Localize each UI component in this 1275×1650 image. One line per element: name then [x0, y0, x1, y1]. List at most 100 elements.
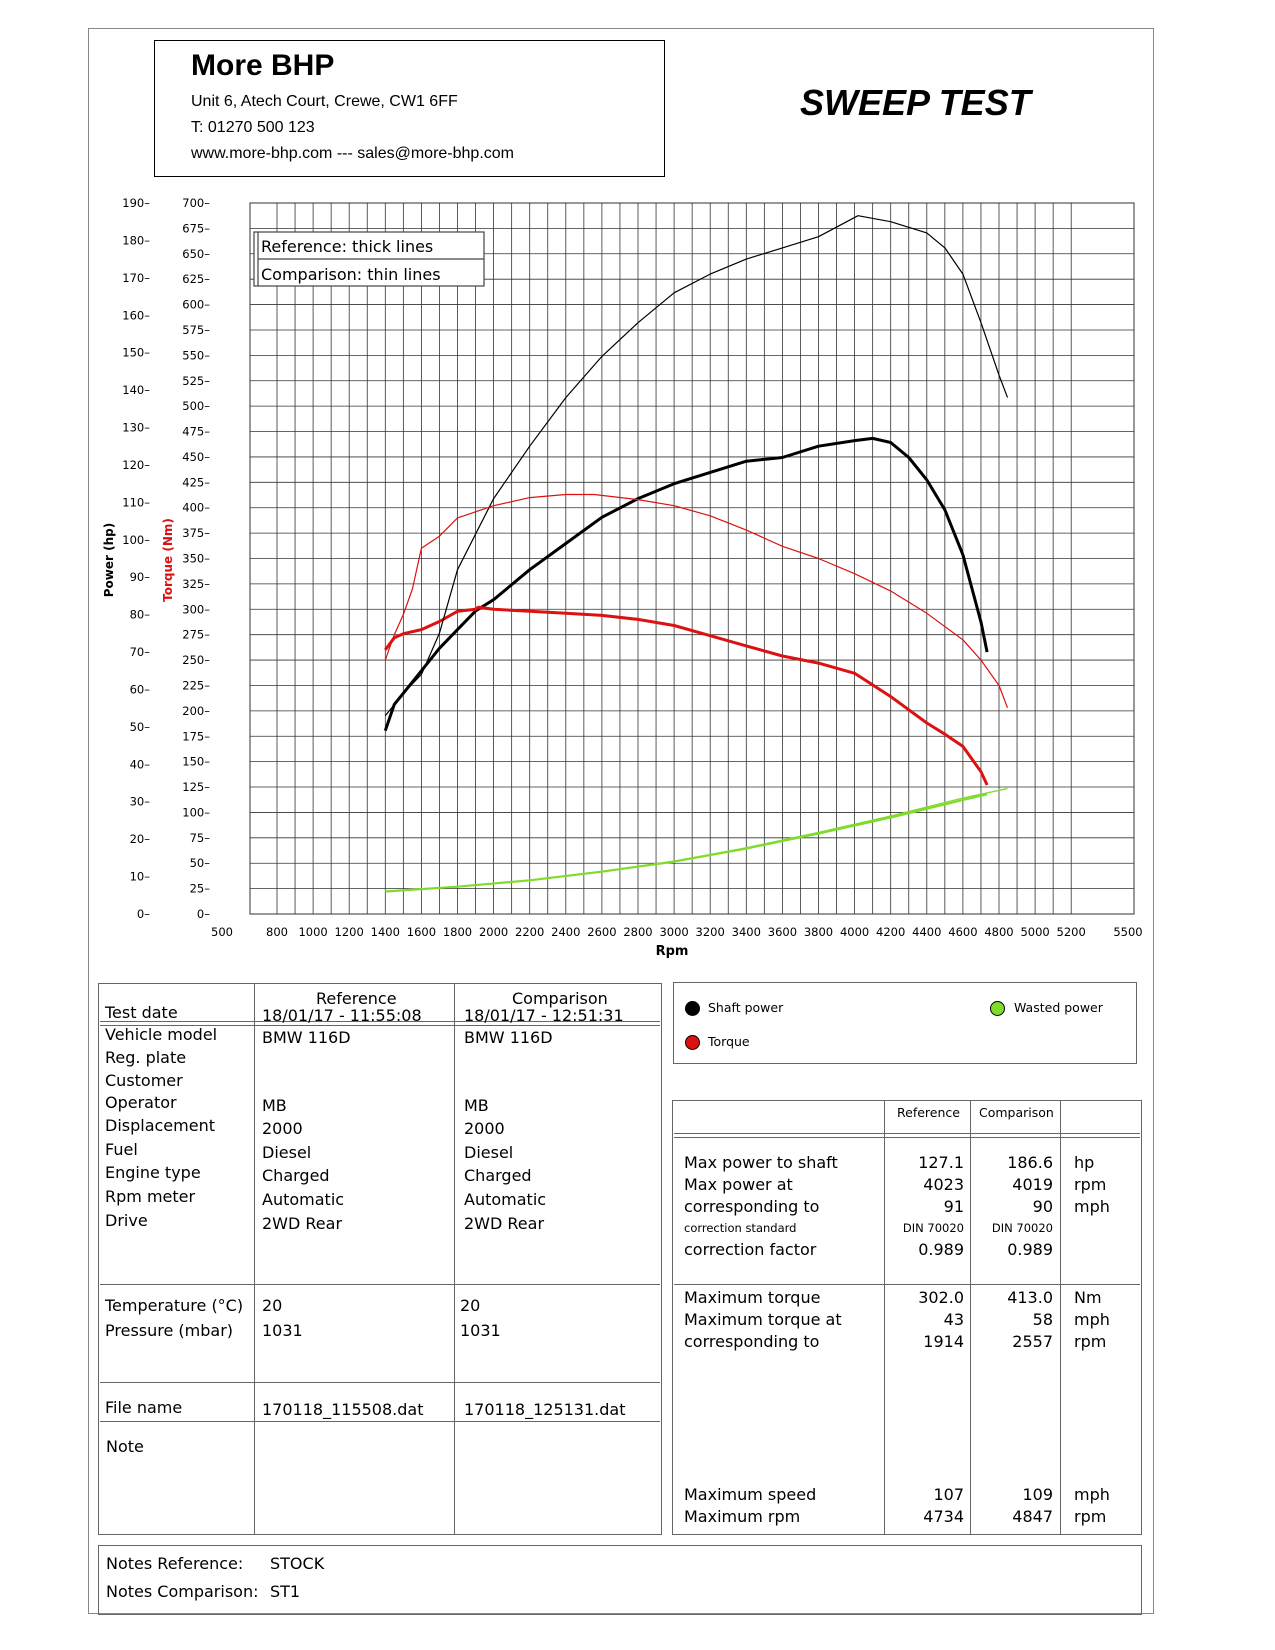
info-reference-value: 18/01/17 - 11:55:08 — [262, 1006, 422, 1025]
x-tick-label: 2600 — [587, 925, 616, 939]
company-info-box: More BHP Unit 6, Atech Court, Crewe, CW1… — [154, 40, 665, 177]
notes-reference-label: Notes Reference: — [106, 1554, 244, 1573]
shaft-power-swatch — [685, 1001, 700, 1016]
env-reference-value: 1031 — [262, 1321, 303, 1340]
result-reference-value: DIN 70020 — [902, 1221, 964, 1235]
x-tick-label: 2000 — [479, 925, 508, 939]
series-legend-box: Shaft power Torque Wasted power — [673, 982, 1137, 1064]
torque-tick-label: 275– — [182, 628, 210, 642]
result-comparison-value: 186.6 — [1007, 1153, 1053, 1172]
info-reference-value: BMW 116D — [262, 1028, 351, 1047]
x-tick-label: 1600 — [407, 925, 436, 939]
torque-tick-label: 325– — [182, 577, 210, 591]
power-tick-label: 190– — [122, 196, 150, 210]
x-tick-label: 1200 — [335, 925, 364, 939]
info-col-reference: Reference — [316, 989, 397, 1008]
info-comparison-value: MB — [464, 1096, 489, 1115]
legend-shaft-power: Shaft power — [708, 1000, 784, 1015]
x-tick-label: 800 — [266, 925, 288, 939]
x-tick-label: 1000 — [298, 925, 327, 939]
torque-tick-label: 150– — [182, 755, 210, 769]
info-col-divider-1 — [254, 983, 255, 1535]
env-comparison-value: 1031 — [460, 1321, 501, 1340]
power-tick-label: 30– — [130, 795, 151, 809]
power-tick-label: 40– — [130, 757, 151, 771]
info-label: Fuel — [105, 1140, 138, 1159]
torque-tick-label: 175– — [182, 729, 210, 743]
results-col-divider-1 — [884, 1100, 885, 1535]
result-reference-value: 91 — [943, 1197, 964, 1216]
info-comparison-value: Automatic — [464, 1190, 547, 1209]
result-unit: rpm — [1074, 1175, 1107, 1194]
result-reference-value: 0.989 — [918, 1240, 964, 1259]
notes-comparison-value: ST1 — [270, 1582, 301, 1601]
info-label: Drive — [105, 1211, 148, 1230]
power-tick-label: 90– — [130, 570, 151, 584]
x-tick-label: 500 — [211, 925, 233, 939]
notes-comparison-label: Notes Comparison: — [106, 1582, 259, 1601]
power-tick-label: 50– — [130, 720, 151, 734]
info-comparison-value: Diesel — [464, 1143, 514, 1162]
power-tick-label: 170– — [122, 271, 150, 285]
x-tick-label: 3200 — [696, 925, 725, 939]
chart-grid — [249, 202, 1135, 915]
wasted-power-swatch — [990, 1001, 1005, 1016]
result-reference-value: 127.1 — [918, 1153, 964, 1172]
info-reference-value: Diesel — [262, 1143, 312, 1162]
power-tick-label: 10– — [130, 870, 151, 884]
chart-ticks: 500 800 1000 1200 1400 1600 1800 2000 2200 2400 26… — [122, 196, 1142, 939]
torque-tick-label: 575– — [182, 323, 210, 337]
results-section-rule — [674, 1284, 1140, 1285]
chart-series — [383, 215, 1009, 893]
torque-tick-label: 400– — [182, 501, 210, 515]
power-tick-label: 150– — [122, 346, 150, 360]
power-tick-label: 140– — [122, 383, 150, 397]
company-phone: T: 01270 500 123 — [191, 119, 315, 136]
x-tick-label: 4200 — [876, 925, 905, 939]
results-header-rule-2 — [674, 1137, 1140, 1138]
page-frame — [88, 28, 1154, 1614]
note-label: Note — [106, 1437, 144, 1456]
info-section-rule-3 — [100, 1421, 660, 1422]
torque-tick-label: 350– — [182, 552, 210, 566]
x-tick-label: 3400 — [732, 925, 761, 939]
info-label: Reg. plate — [105, 1048, 187, 1067]
result-unit: mph — [1074, 1197, 1110, 1216]
info-reference-value: 2000 — [262, 1119, 303, 1138]
torque-tick-label: 375– — [182, 526, 210, 540]
env-comparison-value: 20 — [460, 1296, 481, 1315]
results-table — [672, 1100, 1142, 1535]
result-label: correction factor — [684, 1240, 817, 1259]
torque-tick-label: 450– — [182, 450, 210, 464]
info-label: Operator — [105, 1093, 177, 1112]
x-tick-label: 4800 — [984, 925, 1013, 939]
comparison-shaft-power-curve — [384, 215, 1009, 717]
legend-wasted-power: Wasted power — [1014, 1000, 1103, 1015]
info-comparison-value: Charged — [464, 1166, 532, 1185]
torque-tick-label: 25– — [190, 882, 211, 896]
env-label: Pressure (mbar) — [105, 1321, 234, 1340]
info-comparison-value: 2000 — [464, 1119, 505, 1138]
result-unit: hp — [1074, 1153, 1095, 1172]
file-name-comparison: 170118_125131.dat — [464, 1400, 626, 1419]
power-tick-label: 160– — [122, 308, 150, 322]
comparison-torque-curve — [384, 493, 1009, 709]
torque-tick-label: 625– — [182, 272, 210, 286]
torque-swatch — [685, 1035, 700, 1050]
x-tick-label: 3800 — [804, 925, 833, 939]
power-tick-label: 130– — [122, 421, 150, 435]
x-tick-label: 5000 — [1020, 925, 1049, 939]
info-comparison-value: BMW 116D — [464, 1028, 553, 1047]
dyno-chart: 500 800 1000 1200 1400 1600 1800 2000 2200 2400 26… — [102, 196, 1143, 959]
power-tick-label: 110– — [122, 495, 150, 509]
power-tick-label: 70– — [130, 645, 151, 659]
torque-tick-label: 200– — [182, 704, 210, 718]
notes-reference-value: STOCK — [270, 1554, 325, 1573]
result-label: Maximum rpm — [684, 1507, 801, 1526]
result-comparison-value: DIN 70020 — [991, 1221, 1053, 1235]
reference-torque-curve — [384, 605, 989, 786]
power-tick-label: 80– — [130, 608, 151, 622]
x-tick-label: 1400 — [371, 925, 400, 939]
torque-tick-label: 650– — [182, 247, 210, 261]
power-axis-label: Power (hp) — [102, 523, 116, 597]
